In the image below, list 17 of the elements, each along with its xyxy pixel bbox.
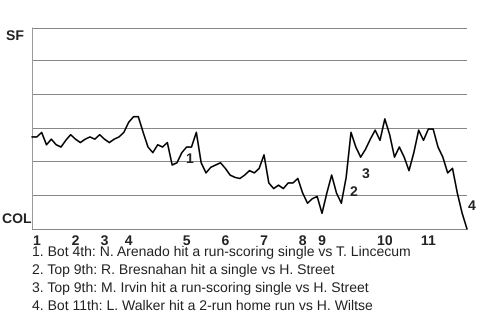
x-tick-label: 5 [182,232,191,248]
x-tick-label: 9 [318,232,326,248]
annotation: 3 [362,165,370,181]
x-tick-label: 11 [420,232,436,248]
text: 2. Top 9th: R. Bresnahan hit a single vs H. Street [32,261,335,277]
annotation: 2 [350,183,358,199]
x-tick-label: 4 [124,232,133,248]
x-tick-label: 8 [298,232,307,248]
x-tick-label: 7 [260,232,268,248]
annotation: 1 [186,150,194,166]
text: SF [6,27,24,43]
text: 3. Top 9th: M. Irvin hit a run-scoring single vs H. Street [32,279,369,295]
x-tick-label: 10 [377,232,393,248]
text: 4 [468,197,476,213]
x-tick-label: 6 [221,232,230,248]
text: COL [2,210,32,226]
text: 4. Bot 11th: L. Walker hit a 2-run home run vs H. Wiltse [32,297,374,313]
